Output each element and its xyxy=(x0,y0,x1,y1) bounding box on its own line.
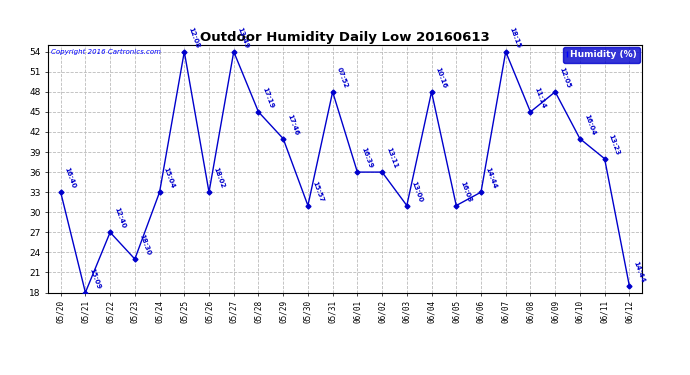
Text: 18:30: 18:30 xyxy=(138,233,151,256)
Text: 15:04: 15:04 xyxy=(163,166,176,189)
Text: 13:49: 13:49 xyxy=(237,26,250,49)
Text: 16:08: 16:08 xyxy=(460,180,473,203)
Legend: Humidity (%): Humidity (%) xyxy=(563,47,640,63)
Text: 18:02: 18:02 xyxy=(212,166,225,189)
Text: 12:40: 12:40 xyxy=(113,207,126,230)
Text: 16:40: 16:40 xyxy=(63,166,77,189)
Text: 13:23: 13:23 xyxy=(608,133,621,156)
Text: 13:11: 13:11 xyxy=(385,147,398,170)
Text: 16:04: 16:04 xyxy=(583,113,596,136)
Text: 16:39: 16:39 xyxy=(360,147,373,170)
Text: 11:14: 11:14 xyxy=(533,86,546,109)
Text: Copyright 2016 Cartronics.com: Copyright 2016 Cartronics.com xyxy=(51,49,161,55)
Text: 10:16: 10:16 xyxy=(435,66,448,89)
Title: Outdoor Humidity Daily Low 20160613: Outdoor Humidity Daily Low 20160613 xyxy=(200,31,490,44)
Text: 07:52: 07:52 xyxy=(335,66,348,89)
Text: 13:00: 13:00 xyxy=(410,180,423,203)
Text: 15:57: 15:57 xyxy=(311,180,324,203)
Text: 12:05: 12:05 xyxy=(558,66,571,89)
Text: 18:15: 18:15 xyxy=(509,26,522,49)
Text: 15:09: 15:09 xyxy=(88,267,101,290)
Text: 17:46: 17:46 xyxy=(286,113,299,136)
Text: 12:08: 12:08 xyxy=(187,26,201,49)
Text: 17:19: 17:19 xyxy=(262,86,275,109)
Text: 14:44: 14:44 xyxy=(632,260,646,283)
Text: 14:44: 14:44 xyxy=(484,166,497,189)
